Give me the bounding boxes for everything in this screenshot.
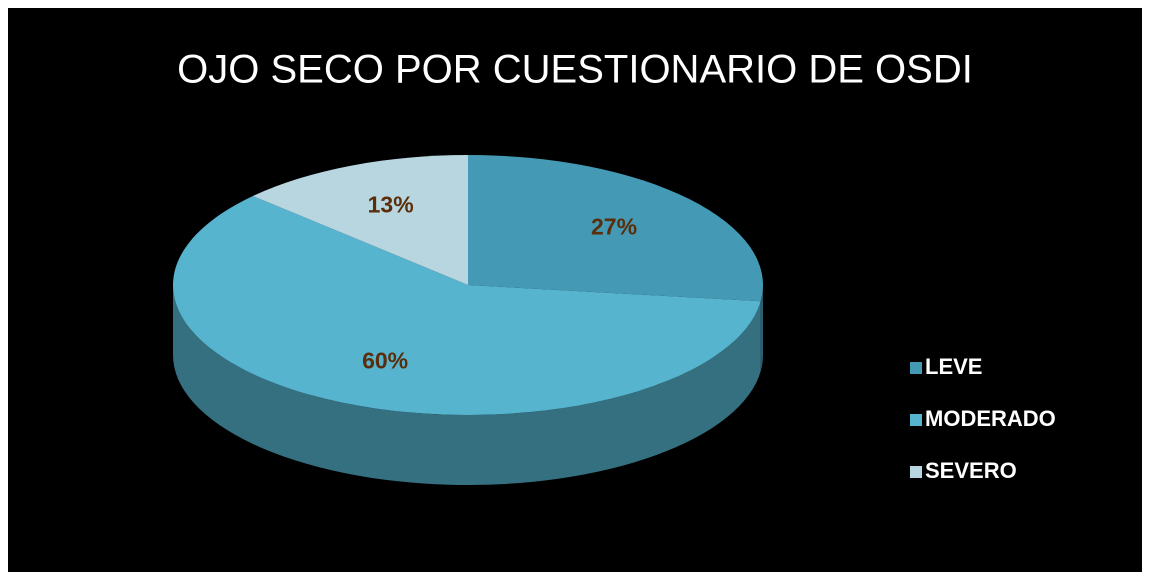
- legend-swatch: [910, 414, 922, 426]
- legend-swatch: [910, 466, 922, 478]
- legend-swatch: [910, 362, 922, 374]
- data-label: 27%: [591, 213, 637, 239]
- legend-label: SEVERO: [925, 458, 1017, 483]
- slice: [252, 155, 468, 285]
- legend-label: MODERADO: [925, 406, 1056, 431]
- chart-title: OJO SECO POR CUESTIONARIO DE OSDI: [177, 48, 973, 92]
- slice-side: [173, 285, 761, 486]
- legend-label: LEVE: [925, 354, 982, 379]
- data-label: 60%: [362, 348, 408, 374]
- slice: [468, 155, 763, 302]
- slice: [172, 196, 761, 416]
- data-label: 13%: [368, 191, 414, 217]
- slice-side: [760, 285, 763, 372]
